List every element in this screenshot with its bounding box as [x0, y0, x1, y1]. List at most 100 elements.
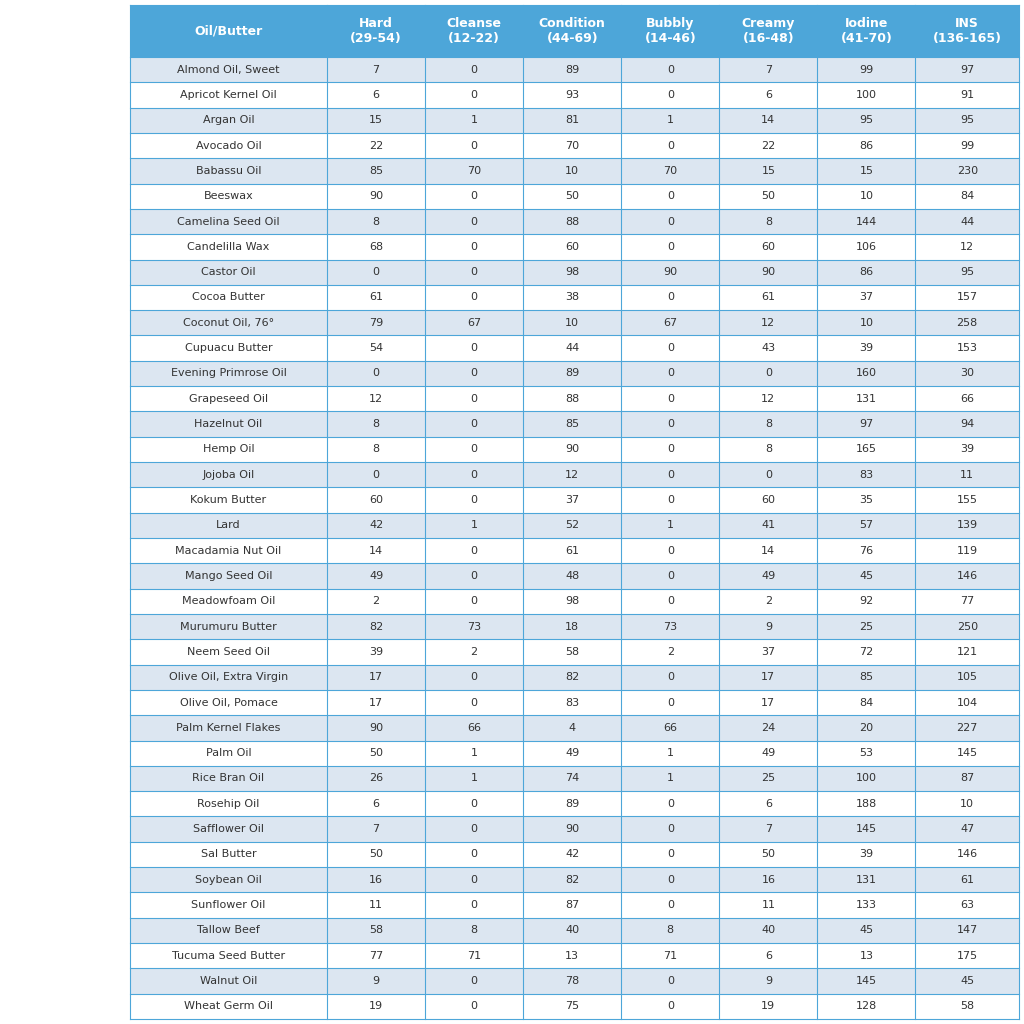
Text: Avocado Oil: Avocado Oil: [196, 140, 261, 151]
Text: 0: 0: [471, 874, 477, 885]
Text: 70: 70: [565, 140, 580, 151]
Bar: [523, 82, 622, 108]
Bar: [130, 5, 327, 57]
Text: 90: 90: [369, 723, 383, 733]
Bar: [817, 665, 915, 690]
Text: 91: 91: [961, 90, 974, 100]
Bar: [915, 766, 1019, 792]
Text: Macadamia Nut Oil: Macadamia Nut Oil: [175, 546, 282, 556]
Text: 1: 1: [667, 749, 674, 758]
Bar: [425, 943, 523, 969]
Bar: [719, 437, 817, 462]
Bar: [817, 538, 915, 563]
Bar: [425, 183, 523, 209]
Bar: [915, 209, 1019, 234]
Bar: [327, 867, 425, 893]
Bar: [130, 918, 327, 943]
Text: Tallow Beef: Tallow Beef: [198, 926, 260, 935]
Bar: [817, 639, 915, 665]
Text: 8: 8: [373, 444, 380, 455]
Bar: [622, 943, 719, 969]
Text: 2: 2: [471, 647, 478, 657]
Bar: [622, 412, 719, 437]
Text: Babassu Oil: Babassu Oil: [196, 166, 261, 176]
Text: 92: 92: [859, 596, 873, 606]
Bar: [523, 740, 622, 766]
Bar: [523, 285, 622, 310]
Bar: [425, 412, 523, 437]
Text: 119: 119: [956, 546, 978, 556]
Text: Grapeseed Oil: Grapeseed Oil: [189, 394, 268, 403]
Bar: [622, 893, 719, 918]
Bar: [622, 513, 719, 538]
Bar: [425, 209, 523, 234]
Text: 10: 10: [961, 799, 974, 809]
Text: 2: 2: [765, 596, 772, 606]
Text: 10: 10: [859, 191, 873, 202]
Bar: [719, 740, 817, 766]
Bar: [327, 386, 425, 412]
Bar: [719, 412, 817, 437]
Bar: [622, 57, 719, 82]
Bar: [327, 412, 425, 437]
Text: 83: 83: [565, 697, 580, 708]
Text: 145: 145: [956, 749, 978, 758]
Bar: [915, 538, 1019, 563]
Bar: [130, 993, 327, 1019]
Bar: [523, 665, 622, 690]
Bar: [622, 259, 719, 285]
Text: 39: 39: [369, 647, 383, 657]
Text: 95: 95: [961, 116, 974, 125]
Text: 52: 52: [565, 520, 580, 530]
Bar: [719, 842, 817, 867]
Text: 45: 45: [961, 976, 974, 986]
Text: 50: 50: [369, 850, 383, 859]
Text: 9: 9: [765, 622, 772, 632]
Bar: [130, 108, 327, 133]
Bar: [817, 766, 915, 792]
Bar: [130, 412, 327, 437]
Text: 0: 0: [471, 242, 477, 252]
Bar: [425, 842, 523, 867]
Bar: [719, 969, 817, 993]
Text: 15: 15: [859, 166, 873, 176]
Bar: [719, 234, 817, 259]
Bar: [915, 487, 1019, 513]
Text: 87: 87: [961, 773, 975, 783]
Text: 78: 78: [565, 976, 580, 986]
Text: 0: 0: [471, 900, 477, 910]
Text: 4: 4: [568, 723, 575, 733]
Text: 61: 61: [565, 546, 580, 556]
Text: 0: 0: [471, 140, 477, 151]
Text: 0: 0: [667, 90, 674, 100]
Bar: [622, 816, 719, 842]
Text: 25: 25: [761, 773, 775, 783]
Text: 128: 128: [856, 1001, 877, 1012]
Bar: [719, 159, 817, 183]
Bar: [523, 234, 622, 259]
Bar: [130, 792, 327, 816]
Bar: [130, 893, 327, 918]
Bar: [523, 842, 622, 867]
Bar: [719, 918, 817, 943]
Text: 188: 188: [856, 799, 877, 809]
Bar: [523, 360, 622, 386]
Text: Sal Butter: Sal Butter: [201, 850, 256, 859]
Text: 42: 42: [369, 520, 383, 530]
Bar: [327, 639, 425, 665]
Bar: [523, 386, 622, 412]
Bar: [817, 918, 915, 943]
Text: 0: 0: [667, 343, 674, 353]
Text: 6: 6: [765, 950, 772, 961]
Text: 50: 50: [369, 749, 383, 758]
Bar: [622, 336, 719, 360]
Bar: [130, 538, 327, 563]
Text: 85: 85: [565, 419, 580, 429]
Text: 66: 66: [664, 723, 677, 733]
Text: 90: 90: [369, 191, 383, 202]
Text: 14: 14: [369, 546, 383, 556]
Bar: [425, 867, 523, 893]
Bar: [622, 918, 719, 943]
Text: 90: 90: [565, 824, 580, 835]
Bar: [915, 943, 1019, 969]
